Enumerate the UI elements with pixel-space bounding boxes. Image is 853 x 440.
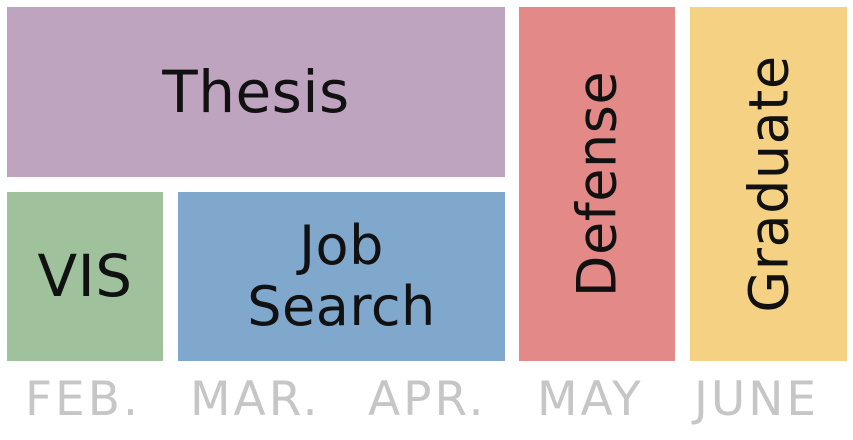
job-search-label: Job Search (247, 214, 436, 338)
job-search-label-line1: Job (299, 214, 384, 278)
thesis-block: Thesis (7, 7, 505, 177)
graduate-block: Graduate (690, 7, 847, 361)
month-mar: MAR. (190, 372, 321, 427)
defense-label: Defense (565, 70, 629, 298)
thesis-label: Thesis (162, 57, 350, 126)
month-june: JUNE (694, 372, 820, 427)
defense-block: Defense (519, 7, 675, 361)
month-feb: FEB. (25, 372, 141, 427)
graduate-label: Graduate (737, 55, 800, 313)
vis-block: VIS (7, 192, 163, 361)
month-apr: APR. (368, 372, 487, 427)
vis-label: VIS (37, 242, 133, 311)
job-search-label-line2: Search (247, 274, 436, 338)
job-search-block: Job Search (178, 192, 505, 361)
month-may: MAY (537, 372, 644, 427)
